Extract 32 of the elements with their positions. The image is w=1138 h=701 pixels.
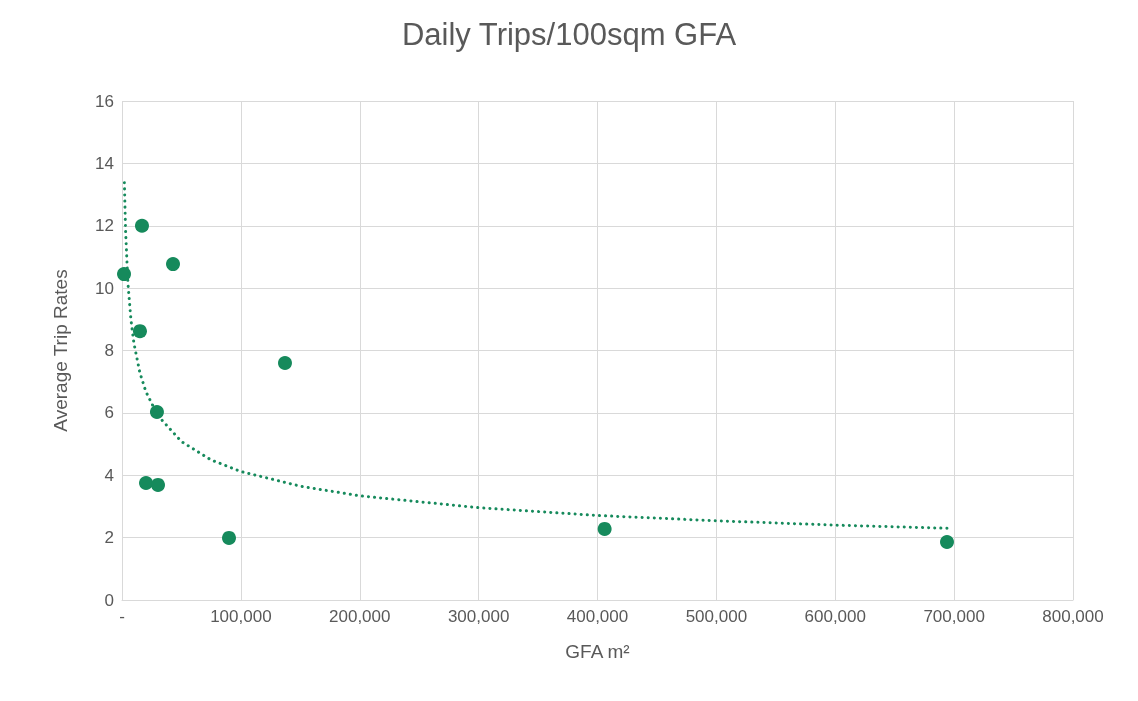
point bbox=[597, 521, 612, 536]
y-axis-title: Average Trip Rates bbox=[50, 269, 71, 432]
chart-title: Daily Trips/100sqm GFA bbox=[401, 17, 737, 52]
point bbox=[132, 324, 147, 339]
y-tick-label: 8 bbox=[104, 341, 114, 360]
x-tick-label: 300,000 bbox=[447, 607, 510, 626]
point bbox=[117, 267, 132, 282]
x-tick-label: 400,000 bbox=[566, 607, 629, 626]
point bbox=[940, 534, 954, 549]
x-tick-label: 800,000 bbox=[1042, 607, 1104, 626]
x-tick-label: 500,000 bbox=[685, 607, 748, 626]
x-tick-label: 100,000 bbox=[210, 607, 272, 626]
x-tick-label: - bbox=[119, 607, 125, 626]
x-tick-label: 200,000 bbox=[329, 607, 391, 626]
y-tick-label: 6 bbox=[104, 403, 114, 423]
y-tick-label: 0 bbox=[104, 590, 114, 610]
x-axis-title: GFA m² bbox=[565, 641, 630, 662]
point bbox=[151, 477, 166, 492]
y-tick-label: 2 bbox=[104, 528, 114, 548]
x-tick-label: 600,000 bbox=[804, 607, 866, 626]
point bbox=[139, 476, 154, 491]
y-tick-label: 10 bbox=[95, 278, 114, 298]
point bbox=[277, 355, 292, 370]
point bbox=[134, 218, 149, 233]
y-tick-label: 16 bbox=[95, 91, 114, 111]
point bbox=[222, 530, 236, 545]
point bbox=[149, 404, 164, 419]
point bbox=[166, 257, 180, 272]
y-tick-label: 12 bbox=[95, 216, 114, 236]
y-tick-label: 4 bbox=[104, 465, 114, 485]
y-tick-label: 14 bbox=[95, 153, 114, 173]
x-tick-label: 700,000 bbox=[923, 607, 985, 626]
